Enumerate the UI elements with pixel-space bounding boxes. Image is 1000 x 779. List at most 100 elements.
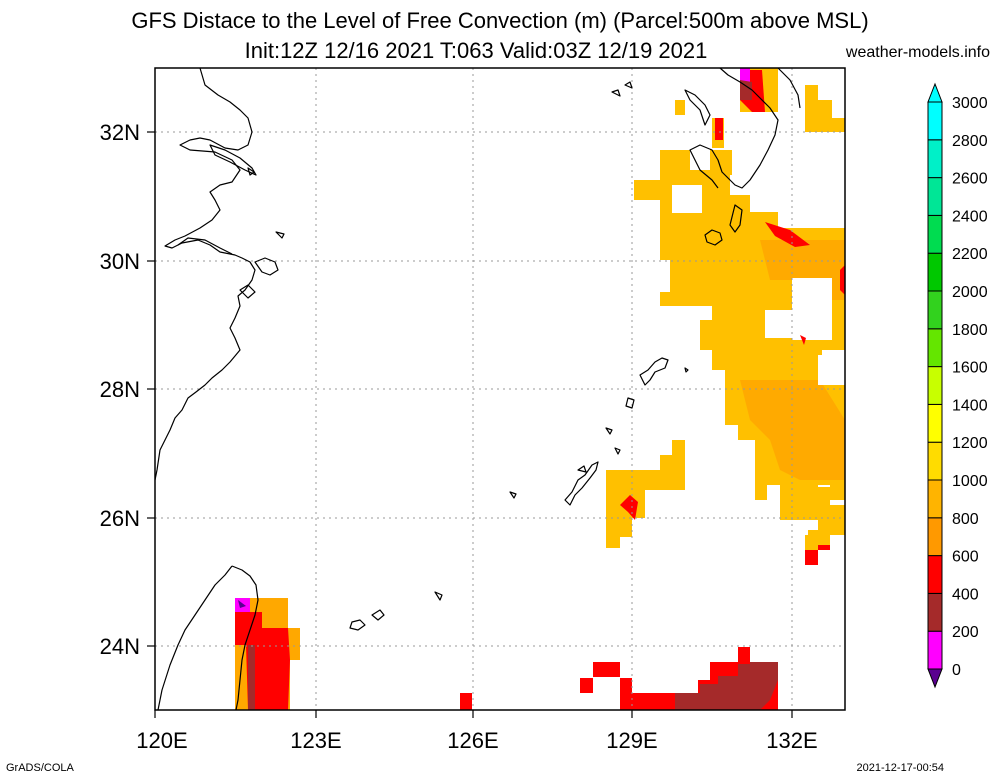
colorbar-label: 1400 (952, 397, 988, 414)
colorbar-swatch (927, 101, 943, 141)
island-small (239, 284, 256, 299)
colorbar-swatch (927, 328, 943, 368)
x-tick-label-129e: 129E (606, 728, 657, 753)
colorbar-upper-triangle (927, 82, 943, 103)
chart-subtitle: Init:12Z 12/16 2021 T:063 Valid:03Z 12/1… (244, 38, 708, 63)
colorbar-swatch (927, 517, 943, 557)
colorbar-label: 2800 (952, 133, 988, 150)
field-region-red-small (800, 335, 806, 345)
colorbar-swatch (927, 592, 943, 632)
colorbar-swatch (927, 252, 943, 292)
field-region-northeast-corner (805, 85, 845, 132)
field-region-taiwan-red-left (235, 612, 248, 645)
coastline-kyushu-west (684, 89, 711, 126)
y-tick-label-30n: 30N (100, 249, 140, 274)
island-okinawa (564, 461, 599, 506)
field-region-brown-kyushu (740, 80, 752, 100)
field-cell (805, 535, 818, 550)
island-small (577, 465, 587, 473)
y-tick-label-32n: 32N (100, 120, 140, 145)
island-small (611, 89, 621, 97)
field-region-red-30n (765, 222, 810, 247)
field-region-red-26n (620, 495, 638, 520)
coastline-hangzhou-bay (177, 237, 233, 255)
colorbar-label: 1600 (952, 360, 988, 377)
island-small (614, 447, 621, 455)
island-small (509, 491, 517, 499)
map-grid (155, 68, 845, 710)
y-tick-label-24n: 24N (100, 634, 140, 659)
colorbar-swatch (927, 290, 943, 330)
colorbar-label: 0 (952, 662, 961, 679)
coastline-yangtze-estuary (209, 144, 257, 176)
axis-ticks (147, 131, 793, 718)
colorbar-swatch (927, 555, 943, 594)
colorbar-label: 2200 (952, 246, 988, 263)
colorbar-label: 2400 (952, 208, 988, 225)
island-yakushima (704, 229, 723, 246)
colorbar-label: 200 (952, 624, 979, 641)
field-cell (805, 550, 818, 565)
field-region-taiwan-red (245, 612, 290, 710)
field-region-red-29n (840, 265, 845, 295)
colorbar-swatch (927, 366, 943, 405)
coastline-kyushu (689, 67, 779, 189)
island-small (684, 367, 689, 373)
field-region-bottom-brown (675, 662, 778, 710)
colorbar-label: 3000 (952, 95, 988, 112)
footer-software-credit: GrADS/COLA (6, 762, 74, 774)
colorbar-lower-triangle (927, 668, 943, 689)
island-small (624, 81, 633, 89)
coastline-kyushu-northeast (777, 67, 801, 109)
chart-title: GFS Distace to the Level of Free Convect… (131, 8, 869, 33)
coastlines (154, 67, 801, 711)
colorbar-label: 1000 (952, 473, 988, 490)
colorbar: 0 200 400 600 800 1000 1200 1400 1600 1800 2000 220… (927, 82, 988, 689)
colorbar-swatch (927, 214, 943, 254)
field-region-taiwan-purple (238, 600, 246, 608)
site-credit: weather-models.info (845, 44, 990, 61)
colorbar-swatch (927, 630, 943, 670)
island-miyako (434, 591, 443, 601)
axis-tick-labels: 120E 123E 126E 129E 132E 24N 26N 28N 30N… (100, 120, 818, 753)
field-cell (460, 693, 472, 710)
island-small (275, 231, 285, 239)
x-tick-label-120e: 120E (136, 728, 187, 753)
x-tick-label-132e: 132E (766, 728, 817, 753)
colorbar-label: 2600 (952, 171, 988, 188)
field-gap (765, 310, 792, 338)
island-iriomote (371, 609, 385, 621)
island-zhoushan (254, 257, 279, 276)
field-cell (712, 150, 732, 175)
colorbar-label: 1200 (952, 435, 988, 452)
field-cell (593, 662, 620, 677)
coastline-taiwan (157, 565, 259, 711)
island-amami (639, 357, 669, 386)
colorbar-swatch (927, 403, 943, 443)
colorbar-label: 1800 (952, 322, 988, 339)
colorbar-swatch (927, 177, 943, 216)
island-ishigaki (349, 619, 366, 631)
x-tick-label-126e: 126E (447, 728, 498, 753)
field-gap (672, 185, 702, 213)
x-tick-label-123e: 123E (290, 728, 341, 753)
coastline-china (154, 67, 256, 481)
y-tick-label-28n: 28N (100, 377, 140, 402)
island-small (247, 167, 255, 176)
island-tanegashima (729, 204, 743, 233)
colorbar-label: 2000 (952, 284, 988, 301)
island-small (625, 397, 635, 409)
colorbar-label: 800 (952, 511, 979, 528)
colorbar-swatch (927, 139, 943, 179)
colorbar-swatch (927, 479, 943, 519)
field-gap (818, 355, 845, 385)
field-cell (675, 100, 685, 115)
field-cell (715, 118, 723, 140)
field-cell (818, 505, 845, 533)
colorbar-label: 400 (952, 586, 979, 603)
field-region-26n (606, 440, 685, 548)
footer-timestamp: 2021-12-17-00:54 (856, 762, 944, 774)
field-gap (792, 278, 832, 340)
field-cell (818, 545, 830, 550)
